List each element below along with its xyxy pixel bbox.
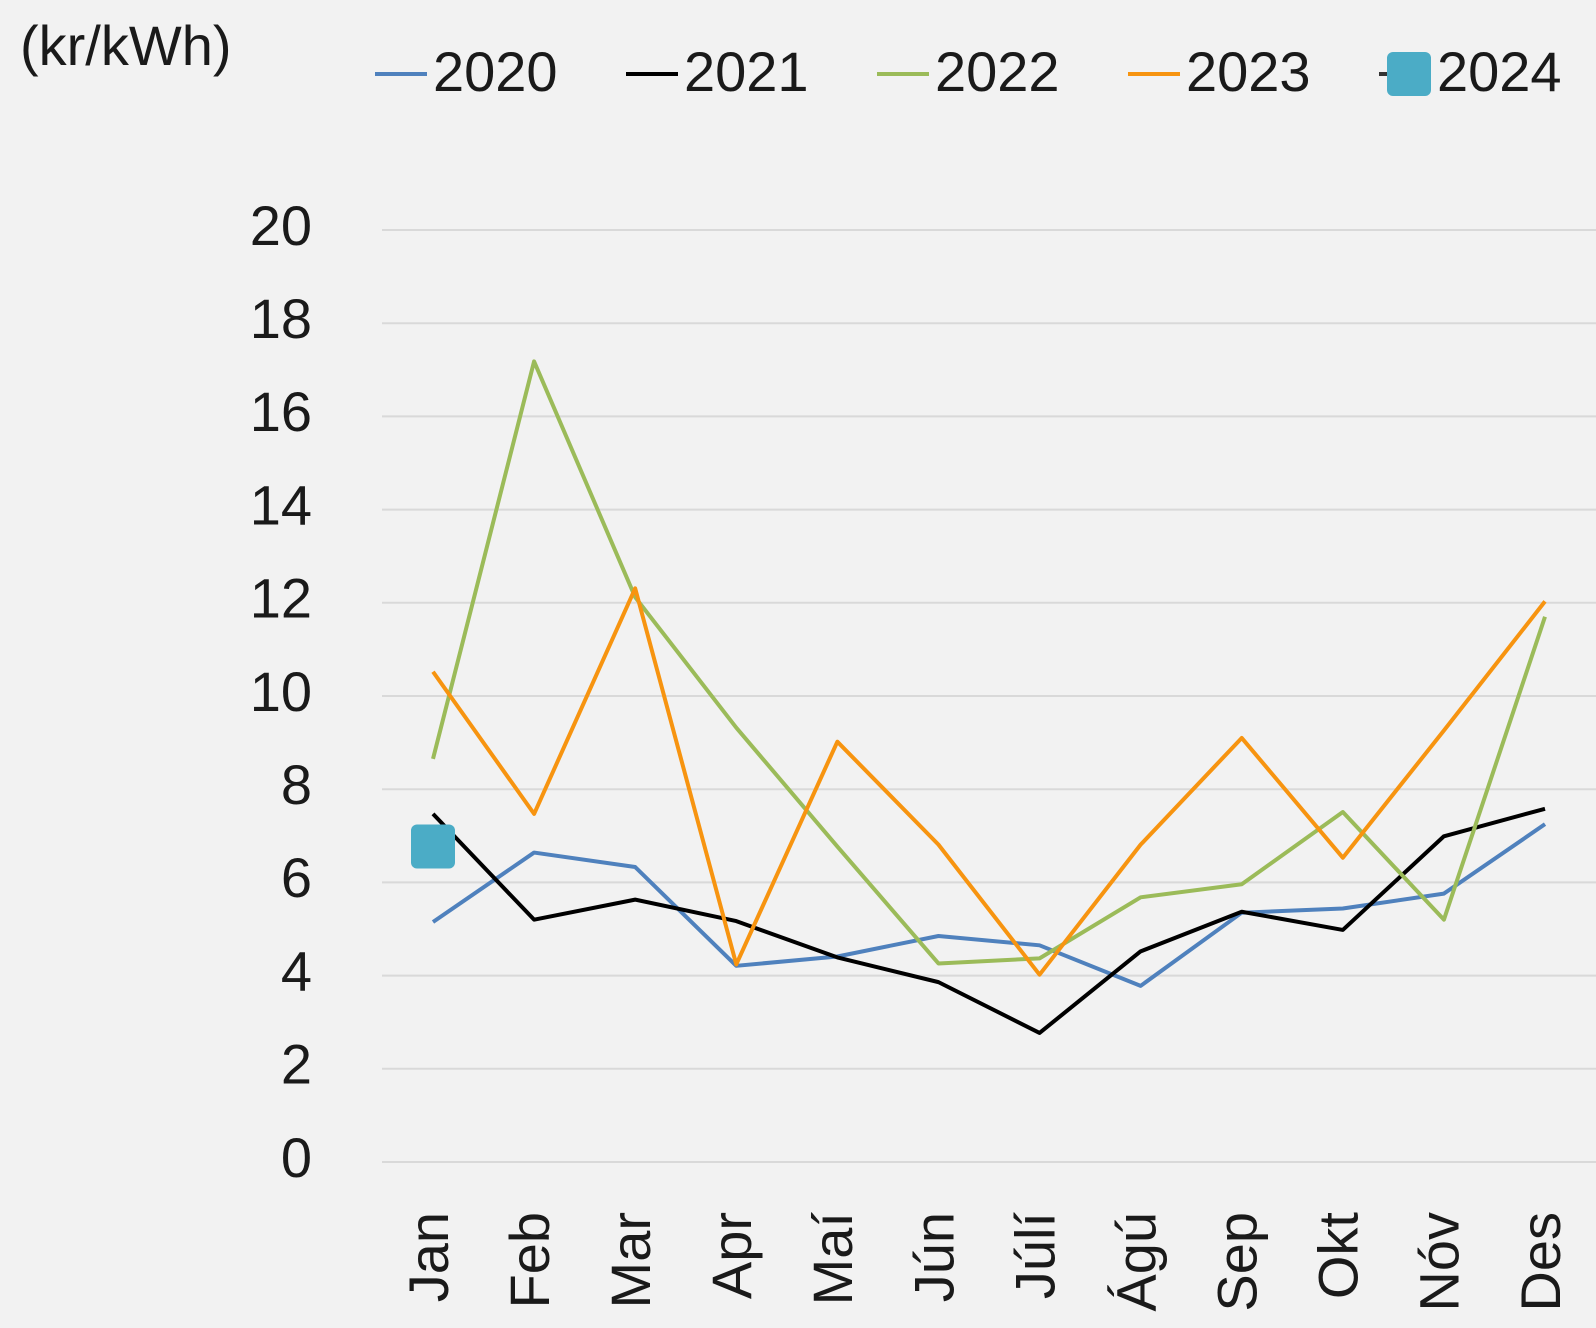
y-tick-label: 8 [281,753,312,816]
legend-label: 2022 [935,40,1060,103]
x-tick-label: Ágú [1104,1212,1167,1312]
x-tick-label: Okt [1307,1212,1370,1300]
y-tick-label: 6 [281,846,312,909]
y-tick-label: 2 [281,1033,312,1096]
y-tick-label: 14 [250,473,312,536]
y-tick-label: 10 [250,660,312,723]
x-tick-label: Feb [498,1212,561,1309]
x-tick-label: Mar [599,1212,662,1308]
x-tick-label: Apr [700,1212,763,1299]
y-tick-label: 18 [250,287,312,350]
x-tick-label: Jún [902,1212,965,1302]
y-tick-label: 4 [281,939,312,1002]
marker [411,824,455,869]
legend-label: 2020 [433,40,558,103]
y-unit-label: (kr/kWh) [20,14,232,77]
x-tick-label: Maí [801,1212,864,1306]
legend-label: 2024 [1437,40,1562,103]
x-tick-label: Jan [397,1212,460,1302]
legend-marker [1387,52,1431,96]
series-line [431,806,1546,1035]
series-line [431,586,1547,977]
legend-label: 2021 [684,40,809,103]
y-tick-label: 0 [281,1126,312,1189]
x-tick-label: Des [1509,1212,1572,1312]
y-tick-label: 12 [250,567,312,630]
series-line [431,359,1547,966]
y-tick-label: 20 [250,194,312,257]
x-tick-label: Sep [1206,1212,1269,1312]
series-line [431,822,1547,988]
legend-label: 2023 [1186,40,1311,103]
x-tick-label: Júlí [1003,1212,1066,1300]
y-tick-label: 16 [250,380,312,443]
x-tick-label: Nóv [1408,1212,1471,1312]
